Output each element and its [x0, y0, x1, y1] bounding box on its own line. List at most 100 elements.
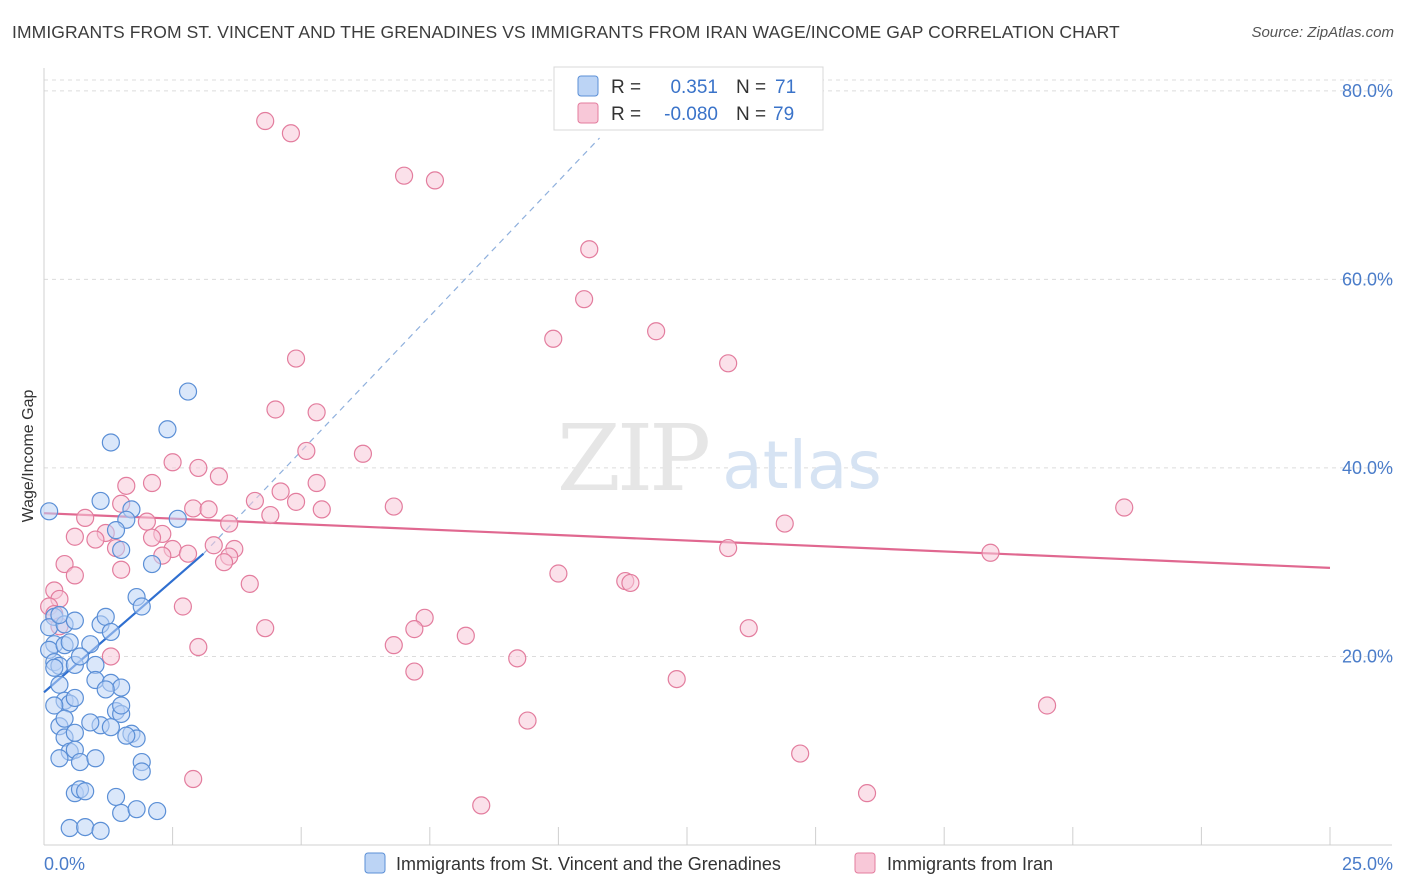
point-iran	[199, 500, 218, 519]
legend-r-label-1: R =	[611, 77, 641, 98]
point-iran	[719, 538, 738, 558]
point-st-vincent	[76, 782, 95, 801]
point-iran	[189, 637, 208, 657]
point-st-vincent	[127, 800, 146, 819]
point-iran	[220, 514, 239, 533]
point-st-vincent	[65, 723, 84, 742]
series-legend-label-blue: Immigrants from St. Vincent and the Gren…	[396, 854, 781, 874]
point-iran	[271, 482, 290, 501]
y-axis-title: Wage/Income Gap	[20, 390, 37, 523]
point-iran	[297, 441, 316, 461]
legend-n-value-2: 79	[773, 104, 794, 125]
point-iran	[312, 500, 331, 519]
point-st-vincent	[112, 696, 131, 715]
point-iran	[204, 536, 223, 555]
x-tick-label: 25.0%	[1342, 854, 1393, 874]
point-st-vincent	[96, 607, 115, 626]
legend-n-label-2: N =	[736, 104, 766, 125]
point-iran	[456, 626, 475, 645]
y-tick-label: 80.0%	[1342, 81, 1393, 101]
point-st-vincent	[112, 803, 131, 823]
point-iran	[739, 619, 758, 638]
point-st-vincent	[132, 762, 151, 781]
point-st-vincent	[50, 749, 69, 768]
point-iran	[266, 400, 285, 419]
point-st-vincent	[106, 787, 126, 807]
point-st-vincent	[55, 709, 74, 728]
point-st-vincent	[168, 509, 187, 528]
point-iran	[178, 544, 198, 563]
point-iran	[137, 512, 156, 531]
point-iran	[518, 711, 537, 730]
point-st-vincent	[86, 749, 105, 768]
legend-r-value-1: 0.351	[670, 77, 718, 98]
trendline-st-vincent-extension	[203, 137, 600, 555]
legend-n-value-1: 71	[775, 77, 796, 98]
point-iran	[647, 322, 666, 341]
series-legend-swatch-pink	[854, 852, 876, 874]
point-iran	[307, 403, 326, 422]
point-iran	[55, 554, 74, 574]
point-iran	[621, 573, 640, 593]
point-iran	[719, 354, 738, 373]
x-tick-label: 0.0%	[44, 854, 85, 874]
point-st-vincent	[101, 433, 120, 452]
point-iran	[281, 124, 301, 143]
point-st-vincent	[112, 678, 131, 697]
legend-n-label-1: N =	[736, 77, 766, 98]
point-st-vincent	[81, 635, 100, 654]
point-iran	[394, 166, 414, 185]
point-iran	[112, 560, 131, 579]
point-st-vincent	[132, 597, 151, 616]
chart-title: IMMIGRANTS FROM ST. VINCENT AND THE GREN…	[12, 22, 1120, 42]
series-legend-label-pink: Immigrants from Iran	[887, 854, 1053, 874]
point-iran	[508, 649, 527, 668]
point-iran	[415, 608, 434, 627]
point-st-vincent	[50, 605, 69, 625]
point-iran	[142, 473, 162, 493]
point-iran	[261, 505, 280, 525]
point-iran	[256, 111, 275, 131]
y-tick-label: 40.0%	[1342, 458, 1393, 478]
axes	[43, 68, 1392, 846]
point-iran	[981, 543, 1000, 562]
point-st-vincent	[60, 633, 79, 652]
point-st-vincent	[142, 554, 162, 574]
point-st-vincent	[40, 502, 59, 521]
point-st-vincent	[65, 611, 84, 630]
watermark-atlas: atlas	[722, 427, 882, 504]
point-iran	[307, 473, 326, 493]
y-tick-label: 60.0%	[1342, 269, 1393, 289]
point-iran	[189, 458, 208, 478]
point-iran	[65, 527, 84, 546]
point-iran	[209, 467, 228, 486]
y-tick-label: 20.0%	[1342, 646, 1393, 666]
point-iran	[425, 171, 445, 190]
point-st-vincent	[158, 420, 177, 439]
point-iran	[101, 647, 120, 666]
point-iran	[286, 492, 306, 511]
point-iran	[575, 290, 594, 309]
point-st-vincent	[96, 680, 115, 699]
point-st-vincent	[65, 688, 84, 708]
legend-box-frame	[553, 66, 824, 131]
trendline-iran	[43, 512, 1331, 569]
series-legend-swatch-blue	[364, 852, 386, 874]
point-iran	[549, 564, 568, 583]
point-iran	[184, 499, 203, 518]
point-st-vincent	[91, 821, 110, 840]
point-iran	[775, 514, 794, 533]
gridlines	[44, 79, 1392, 657]
point-st-vincent	[117, 726, 136, 745]
point-iran	[1115, 498, 1134, 517]
point-iran	[214, 553, 234, 572]
point-iran	[184, 769, 203, 789]
point-iran	[353, 444, 373, 463]
point-st-vincent	[178, 382, 198, 401]
series-legend: Immigrants from St. Vincent and the Gren…	[364, 852, 1053, 874]
correlation-legend: R = 0.351 N = 71 R = -0.080 N = 79	[553, 66, 824, 131]
point-st-vincent	[70, 647, 90, 666]
point-st-vincent	[91, 491, 110, 511]
point-st-vincent	[86, 655, 105, 675]
